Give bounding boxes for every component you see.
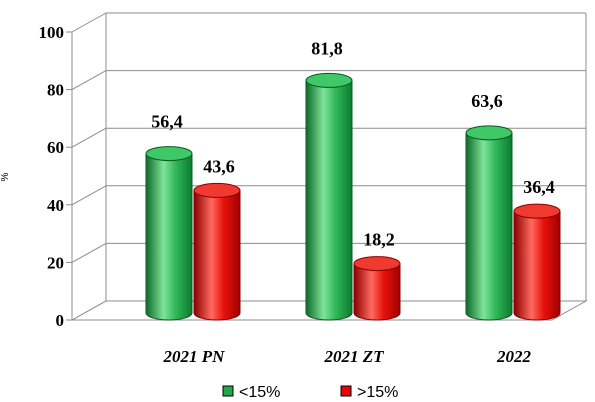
- y-tick-label: 40: [47, 196, 64, 215]
- category-labels: 2021 PN 2021 ZT 2022: [163, 347, 532, 366]
- category-label: 2021 PN: [163, 347, 226, 366]
- y-axis-ticks: 0 20 40 60 80 100: [39, 23, 72, 330]
- data-label: 43,6: [203, 156, 235, 176]
- legend-swatch: [340, 385, 352, 397]
- bar-top: [305, 72, 353, 88]
- bar-lt15-1: [305, 72, 353, 321]
- gridline-diagonal: [71, 12, 107, 33]
- data-label: 81,8: [311, 38, 343, 58]
- bar-gt15-1: [353, 256, 401, 321]
- y-tick-label: 100: [39, 23, 65, 42]
- legend: <15% >15%: [222, 384, 398, 401]
- gridline-diagonal: [71, 242, 107, 263]
- bar-lt15-0: [145, 146, 193, 321]
- bar-body: [193, 189, 241, 321]
- legend-label: >15%: [357, 384, 398, 401]
- legend-label: <15%: [239, 384, 280, 401]
- data-labels: 56,4 43,6 81,8 18,2 63,6 36,4: [151, 38, 555, 249]
- legend-swatch: [222, 385, 234, 397]
- gridline-diagonal: [71, 127, 107, 148]
- y-tick-label: 0: [56, 311, 65, 330]
- bar-body: [513, 210, 561, 321]
- bar-body: [145, 153, 193, 321]
- data-label: 56,4: [151, 112, 183, 132]
- y-tick-label: 20: [47, 253, 64, 272]
- bar-top: [513, 203, 561, 219]
- bar-top: [193, 182, 241, 198]
- gridline-diagonal: [71, 185, 107, 206]
- bar-gt15-0: [193, 182, 241, 321]
- y-tick-label: 80: [47, 81, 64, 100]
- bar-body: [305, 79, 353, 321]
- gridline-diagonal: [71, 300, 107, 321]
- bar-top: [353, 256, 401, 272]
- bar-body: [353, 263, 401, 321]
- bars: [145, 72, 561, 321]
- gridline-diagonal: [71, 70, 107, 91]
- category-label: 2021 ZT: [323, 347, 384, 366]
- data-label: 63,6: [471, 91, 503, 111]
- data-label: 36,4: [523, 177, 555, 197]
- data-label: 18,2: [363, 230, 395, 250]
- y-tick-label: 60: [47, 138, 64, 157]
- bar-lt15-2: [465, 125, 513, 321]
- y-axis-label: %: [0, 172, 11, 181]
- bar-body: [465, 132, 513, 321]
- category-label: 2022: [496, 347, 532, 366]
- bar-gt15-2: [513, 203, 561, 321]
- bar-top: [145, 146, 193, 162]
- bar-top: [465, 125, 513, 141]
